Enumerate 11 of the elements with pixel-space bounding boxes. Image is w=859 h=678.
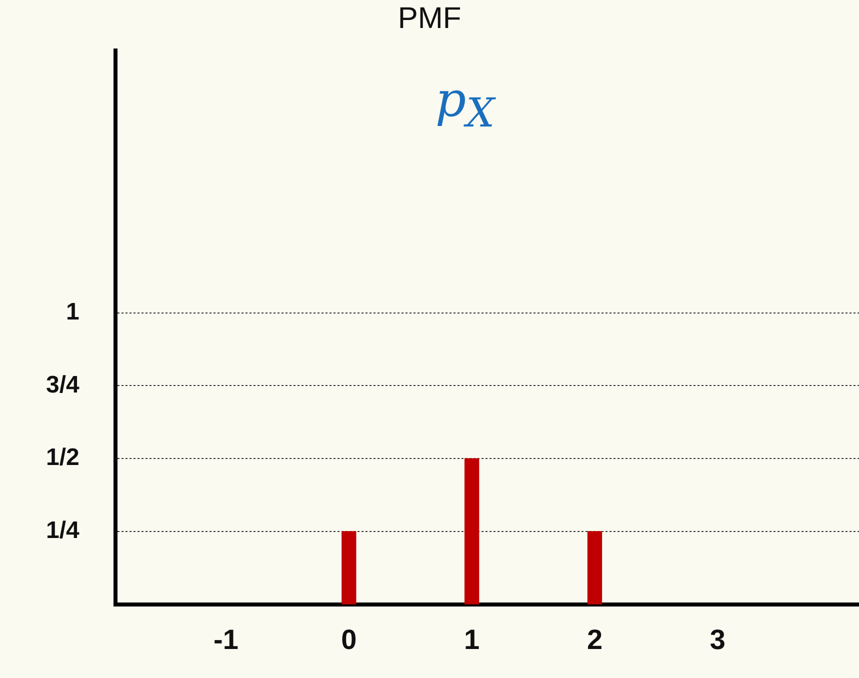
y-tick-label: 1/4 xyxy=(46,517,80,544)
x-tick-label: 3 xyxy=(710,624,726,655)
x-tick-label: 1 xyxy=(464,624,480,655)
chart-title: PMF xyxy=(396,2,462,36)
y-tick-label: 1/2 xyxy=(46,444,80,472)
x-tick-label: 2 xyxy=(586,624,603,655)
y-tick-label: 3/4 xyxy=(46,371,80,398)
text: p$_{X}$ xyxy=(434,72,497,137)
x-tick-label: 0 xyxy=(341,624,357,655)
y-tick-label: 1 xyxy=(66,298,80,326)
x-tick-label: -1 xyxy=(214,624,238,655)
